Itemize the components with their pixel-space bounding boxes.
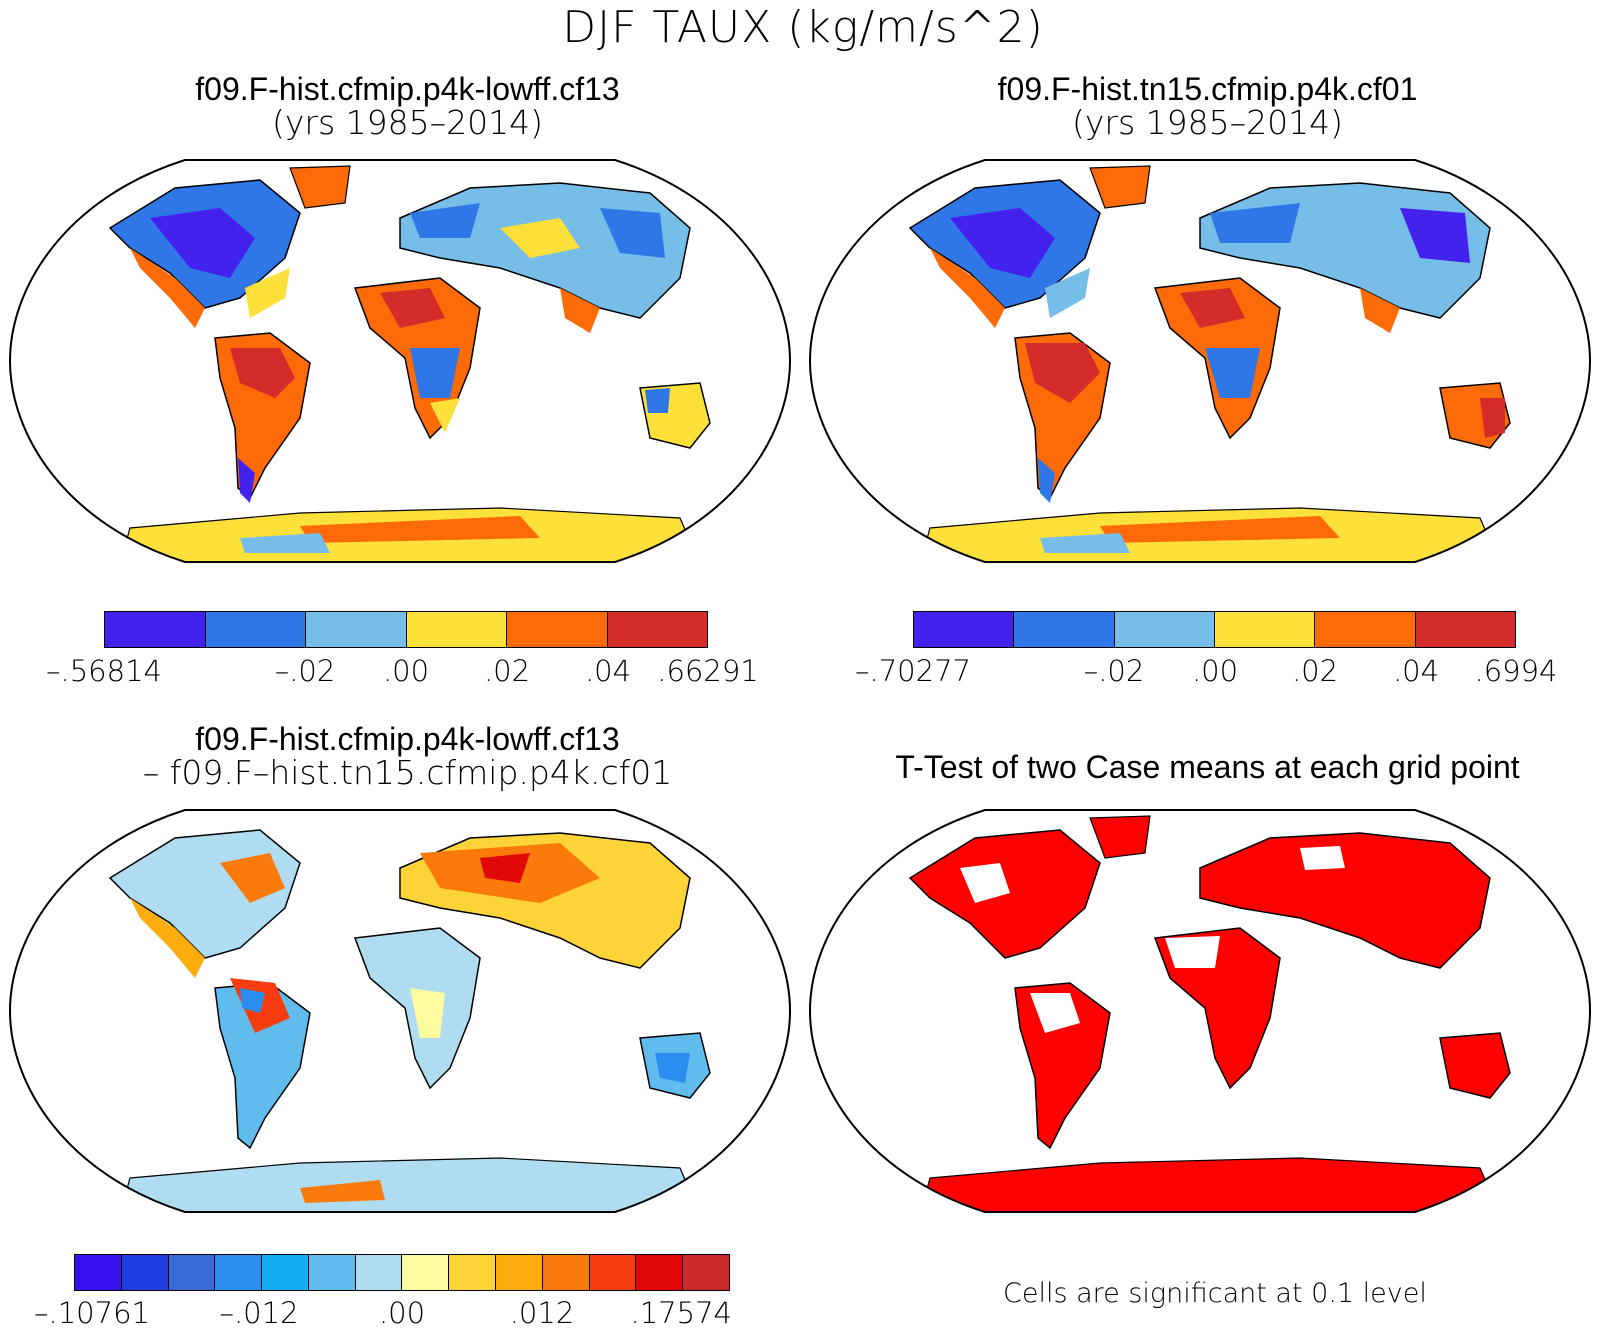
colorbar-1-swatch xyxy=(507,612,608,647)
colorbar-2-swatch xyxy=(914,612,1015,647)
map-panel-4 xyxy=(808,809,1592,1213)
colorbar-3-label: –.10761 xyxy=(34,1296,150,1330)
colorbar-3-swatch xyxy=(355,1255,403,1290)
colorbar-1-label: .02 xyxy=(483,654,531,688)
panel-3-title-text: f09.F-hist.cfmip.p4k-lowff.cf13 xyxy=(195,721,620,757)
colorbar-2-label: .00 xyxy=(1191,654,1239,688)
colorbar-2-swatch xyxy=(1114,612,1215,647)
colorbar-3-swatch xyxy=(496,1255,543,1290)
colorbar-2-label: .6994 xyxy=(1474,654,1558,688)
figure-title: DJF TAUX (kg/m/s^2) xyxy=(562,2,1044,53)
colorbar-3-swatch xyxy=(683,1255,729,1290)
map-panel-1 xyxy=(8,159,792,563)
colorbar-panel-1 xyxy=(104,611,708,648)
panel-4-title-text: T-Test of two Case means at each grid po… xyxy=(895,749,1520,785)
colorbar-1-swatch xyxy=(205,612,306,647)
colorbar-1-label: –.02 xyxy=(274,654,336,688)
colorbar-2-swatch xyxy=(1315,612,1416,647)
colorbar-1-swatch xyxy=(406,612,507,647)
panel-3-subtitle: – f09.F–hist.tn15.cfmip.p4k.cf01 xyxy=(142,753,673,792)
significance-footnote: Cells are significant at 0.1 level xyxy=(1003,1278,1427,1309)
panel-1-title-text: f09.F-hist.cfmip.p4k-lowff.cf13 xyxy=(195,71,620,107)
colorbar-2-label: –.02 xyxy=(1083,654,1145,688)
colorbar-3-label: .012 xyxy=(509,1296,575,1330)
colorbar-2-swatch xyxy=(1415,612,1515,647)
panel-3-title: f09.F-hist.cfmip.p4k-lowff.cf13 – f09.F–… xyxy=(45,722,770,790)
panel-2-title: f09.F-hist.tn15.cfmip.p4k.cf01 (yrs 1985… xyxy=(845,72,1570,140)
colorbar-3-swatch xyxy=(262,1255,309,1290)
colorbar-2-label: .04 xyxy=(1392,654,1440,688)
colorbar-3-swatch xyxy=(589,1255,637,1290)
colorbar-1-swatch xyxy=(607,612,707,647)
colorbar-2-label: –.70277 xyxy=(855,654,971,688)
panel-2-subtitle: (yrs 1985–2014) xyxy=(1072,103,1343,142)
colorbar-3-swatch xyxy=(121,1255,169,1290)
colorbar-panel-3 xyxy=(74,1254,730,1291)
colorbar-panel-2 xyxy=(913,611,1516,648)
colorbar-1-swatch xyxy=(105,612,206,647)
map-panel-2 xyxy=(808,159,1592,563)
panel-1-subtitle: (yrs 1985–2014) xyxy=(272,103,543,142)
colorbar-3-swatch xyxy=(542,1255,590,1290)
colorbar-1-label: .00 xyxy=(382,654,430,688)
colorbar-2-swatch xyxy=(1214,612,1316,647)
colorbar-3-swatch xyxy=(215,1255,263,1290)
colorbar-3-swatch xyxy=(402,1255,450,1290)
panel-4-title: T-Test of two Case means at each grid po… xyxy=(845,750,1570,784)
colorbar-1-label: .66291 xyxy=(657,654,759,688)
colorbar-2-label: .02 xyxy=(1291,654,1339,688)
colorbar-3-swatch xyxy=(168,1255,216,1290)
colorbar-3-swatch xyxy=(636,1255,684,1290)
colorbar-3-swatch xyxy=(449,1255,497,1290)
panel-1-title: f09.F-hist.cfmip.p4k-lowff.cf13 (yrs 198… xyxy=(45,72,770,140)
colorbar-1-label: –.56814 xyxy=(46,654,162,688)
colorbar-3-swatch xyxy=(75,1255,122,1290)
colorbar-1-swatch xyxy=(306,612,407,647)
colorbar-3-label: –.012 xyxy=(219,1296,299,1330)
colorbar-2-swatch xyxy=(1014,612,1115,647)
colorbar-3-label: .00 xyxy=(378,1296,426,1330)
colorbar-3-swatch xyxy=(308,1255,356,1290)
panel-2-title-text: f09.F-hist.tn15.cfmip.p4k.cf01 xyxy=(997,71,1418,107)
map-panel-3 xyxy=(8,809,792,1213)
colorbar-3-label: .17574 xyxy=(630,1296,732,1330)
colorbar-1-label: .04 xyxy=(584,654,632,688)
